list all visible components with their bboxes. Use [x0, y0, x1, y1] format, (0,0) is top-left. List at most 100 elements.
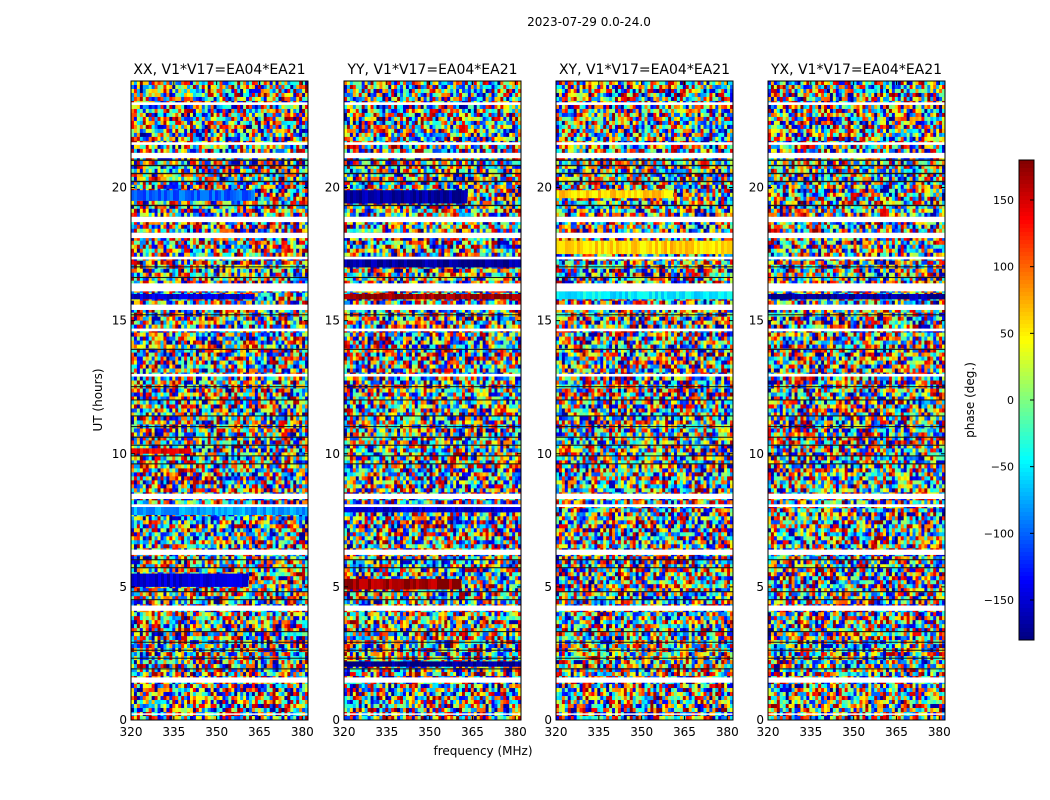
colorbar-step [1019, 212, 1034, 217]
panel-heatmap [768, 81, 946, 721]
colorbar-step [1019, 508, 1034, 513]
colorbar-step [1019, 404, 1034, 409]
colorbar-step [1019, 244, 1034, 249]
y-tick-label: 5 [756, 580, 764, 594]
panel-title: YY, V1*V17=EA04*EA21 [346, 62, 517, 78]
y-tick-label: 10 [749, 447, 764, 461]
colorbar-step [1019, 516, 1034, 521]
y-tick-label: 0 [756, 713, 764, 727]
y-tick-label: 5 [544, 580, 552, 594]
colorbar-step [1019, 376, 1034, 381]
colorbar-step [1019, 460, 1034, 465]
colorbar-step [1019, 596, 1034, 601]
colorbar-step [1019, 220, 1034, 225]
colorbar-step [1019, 464, 1034, 469]
y-tick-label: 15 [325, 314, 340, 328]
colorbar-tick-label: 100 [993, 261, 1014, 274]
colorbar-step [1019, 388, 1034, 393]
colorbar-step [1019, 172, 1034, 177]
colorbar-step [1019, 356, 1034, 361]
colorbar-step [1019, 184, 1034, 189]
colorbar-step [1019, 400, 1034, 405]
x-tick-label: 335 [587, 725, 610, 739]
colorbar-step [1019, 420, 1034, 425]
colorbar-step [1019, 348, 1034, 353]
colorbar-step [1019, 612, 1034, 617]
colorbar-step [1019, 456, 1034, 461]
x-tick-label: 335 [799, 725, 822, 739]
colorbar-step [1019, 312, 1034, 317]
panel-title: XX, V1*V17=EA04*EA21 [133, 62, 305, 78]
figure-suptitle: 2023-07-29 0.0-24.0 [527, 15, 651, 29]
colorbar-step [1019, 336, 1034, 341]
colorbar-tick-label: 0 [1007, 394, 1014, 407]
colorbar-step [1019, 444, 1034, 449]
colorbar-step [1019, 632, 1034, 637]
colorbar-step [1019, 392, 1034, 397]
colorbar-step [1019, 576, 1034, 581]
panel-frame [767, 80, 946, 721]
colorbar-step [1019, 176, 1034, 181]
colorbar-step [1019, 316, 1034, 321]
colorbar-step [1019, 168, 1034, 173]
colorbar-step [1019, 208, 1034, 213]
colorbar-step [1019, 280, 1034, 285]
colorbar-step [1019, 452, 1034, 457]
colorbar-step [1019, 256, 1034, 261]
colorbar-step [1019, 540, 1034, 545]
colorbar-step [1019, 192, 1034, 197]
colorbar-tick-label: −100 [984, 527, 1014, 540]
y-tick-label: 20 [325, 181, 340, 195]
colorbar-step [1019, 472, 1034, 477]
colorbar-step [1019, 368, 1034, 373]
colorbar-step [1019, 288, 1034, 293]
colorbar-step [1019, 564, 1034, 569]
panel-0: XX, V1*V17=EA04*EA21 320 335 350 365 380 0 5 10 1… [112, 62, 314, 739]
colorbar-step [1019, 372, 1034, 377]
colorbar-step [1019, 504, 1034, 509]
colorbar-step [1019, 228, 1034, 233]
colorbar-step [1019, 568, 1034, 573]
colorbar-step [1019, 300, 1034, 305]
colorbar-step [1019, 496, 1034, 501]
y-tick-label: 20 [537, 181, 552, 195]
colorbar-step [1019, 260, 1034, 265]
colorbar-step [1019, 628, 1034, 633]
panel-3: YX, V1*V17=EA04*EA21 320 335 350 365 380 0 5 10 1… [749, 62, 951, 739]
colorbar-step [1019, 352, 1034, 357]
panel-frame [343, 80, 522, 721]
y-tick-label: 15 [537, 314, 552, 328]
colorbar-step [1019, 236, 1034, 241]
colorbar: 150 100 50 0 −50 −100 −150 [984, 159, 1035, 641]
panel-title: XY, V1*V17=EA04*EA21 [559, 62, 730, 78]
panel-heatmap [131, 81, 309, 721]
colorbar-step [1019, 480, 1034, 485]
colorbar-step [1019, 572, 1034, 577]
colorbar-step [1019, 272, 1034, 277]
colorbar-step [1019, 536, 1034, 541]
colorbar-step [1019, 164, 1034, 169]
panel-frame [555, 80, 734, 721]
colorbar-step [1019, 232, 1034, 237]
colorbar-step [1019, 616, 1034, 621]
colorbar-step [1019, 440, 1034, 445]
colorbar-tick-label: −150 [984, 594, 1014, 607]
y-tick-label: 20 [749, 181, 764, 195]
colorbar-step [1019, 600, 1034, 605]
x-tick-label: 365 [248, 725, 271, 739]
colorbar-tick-label: 150 [993, 194, 1014, 207]
x-tick-label: 320 [333, 725, 356, 739]
panel-frame [130, 80, 309, 721]
y-axis-label: UT (hours) [91, 368, 105, 431]
colorbar-tick-label: −50 [991, 461, 1014, 474]
colorbar-step [1019, 584, 1034, 589]
panel-1: YY, V1*V17=EA04*EA21 320 335 350 365 380 0 5 10 1… [325, 62, 527, 739]
panel-grid: XX, V1*V17=EA04*EA21 320 335 350 365 380 0 5 10 1… [112, 62, 951, 739]
colorbar-step [1019, 344, 1034, 349]
x-tick-label: 320 [757, 725, 780, 739]
colorbar-step [1019, 580, 1034, 585]
colorbar-step [1019, 196, 1034, 201]
colorbar-step [1019, 408, 1034, 413]
colorbar-step [1019, 492, 1034, 497]
colorbar-label: phase (deg.) [963, 362, 977, 438]
